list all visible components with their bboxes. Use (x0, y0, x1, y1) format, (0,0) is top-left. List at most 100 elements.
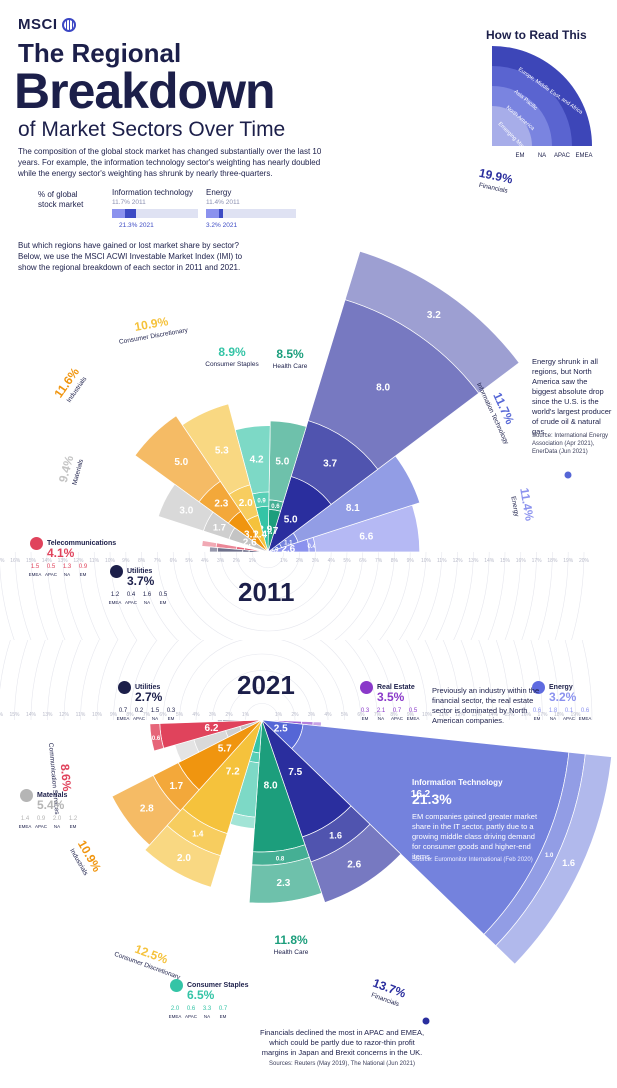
grid-ring (179, 640, 345, 721)
discretionary-2011-total: 10.9% (133, 314, 169, 334)
energy-2021-value-0: 0.6 (533, 708, 542, 714)
radial-tick-label: 14% (488, 712, 499, 718)
materials-2021-name: Materials (37, 792, 67, 799)
grid-ring (251, 551, 285, 569)
legend-it-track (112, 209, 198, 218)
radial-tick-label: 4% (201, 558, 209, 564)
radial-tick-label: 13% (471, 712, 482, 718)
radial-tick-label: 7% (154, 558, 162, 564)
legend-energy-track (206, 209, 296, 218)
value-label-information-technology-0: 0.9 (270, 548, 279, 554)
radial-tick-label: 1% (275, 712, 283, 718)
energy-2021-total: 3.2% (549, 690, 577, 704)
value-label-industrials-0: 3.1 (244, 529, 258, 540)
radial-tick-label: 9% (407, 712, 415, 718)
segment-telecommunications-3 (201, 540, 218, 548)
segment-utilities-3 (217, 719, 223, 722)
legend-energy-bar-2021 (219, 209, 223, 218)
value-label-financials-0: 7.5 (288, 767, 302, 778)
financials-2021-note-dot (422, 1017, 430, 1025)
htr-axis-na: NA (538, 153, 546, 159)
segment-information-technology-3 (495, 753, 612, 965)
value-label-consumer-staples-2: 4.2 (250, 454, 264, 465)
value-label-materials-0: 2.6 (243, 538, 257, 549)
radial-tick-label: 9% (110, 712, 118, 718)
real-estate-2021-icon (360, 681, 373, 694)
energy-2021-value-3: 0.6 (581, 708, 590, 714)
radial-tick-label: 15% (500, 558, 511, 564)
legend-energy-label: Energy (206, 188, 232, 197)
radial-tick-label: 4% (328, 558, 336, 564)
grid-ring (162, 640, 362, 721)
value-label-financials-0: 5.0 (284, 515, 298, 526)
legend-axis-label: % of global stock market (38, 190, 83, 210)
intro-text: The composition of the global stock mark… (18, 147, 322, 178)
utilities-2011-total: 3.7% (127, 574, 155, 588)
segment-health-care-2 (248, 856, 323, 904)
financials-2021-note: Financials declined the most in APAC and… (259, 1028, 425, 1057)
radial-tick-label: 9% (122, 558, 130, 564)
radial-tick-label: 17% (537, 712, 548, 718)
value-label-information-technology-3: 1.6 (562, 858, 575, 868)
radial-tick-label: 18% (547, 558, 558, 564)
segment-communication-services-1 (149, 723, 165, 752)
radial-tick-label: 5% (341, 712, 349, 718)
value-label-industrials-0: 5.7 (218, 744, 232, 755)
value-label-energy-0: 2.6 (281, 544, 295, 555)
staples-2011-name: Consumer Staples (205, 361, 259, 368)
utilities-2021-value-3: 0.3 (167, 708, 176, 714)
real-estate-2021-value-1: 2.1 (377, 708, 386, 714)
staples-2021-total: 6.5% (187, 988, 215, 1002)
value-label-financials-2: 2.6 (347, 860, 361, 871)
radial-tick-label: 5% (176, 712, 184, 718)
energy-2021-region-1: NA (550, 716, 556, 721)
brand-name: MSCI (18, 16, 58, 33)
materials-2021-region-2: NA (54, 824, 60, 829)
legend-it-label: Information technology (112, 188, 193, 197)
materials-2021-region-0: EMEA (19, 824, 32, 829)
radial-tick-label: 12% (453, 558, 464, 564)
how-to-read-title: How to Read This (486, 28, 587, 42)
radial-tick-label: 12% (59, 712, 70, 718)
radial-tick-label: 3% (308, 712, 316, 718)
telecom-2011-name: Telecommunications (47, 540, 116, 547)
radial-tick-label: 5% (343, 558, 351, 564)
legend-energy-2011: 11.4% 2011 (206, 199, 240, 206)
value-label-information-technology-2: 1.0 (545, 853, 554, 859)
grid-ring (146, 640, 378, 721)
utilities-2011-icon (110, 565, 123, 578)
utilities-2021-region-0: EMEA (117, 716, 130, 721)
year-2011-label: 2011 (238, 577, 295, 607)
communication-2021-total: 8.6% (58, 763, 74, 792)
value-label-industrials-2: 5.0 (174, 457, 188, 468)
staples-2021-value-1: 0.6 (187, 1006, 196, 1012)
energy-2021-icon (532, 681, 545, 694)
telecom-2011-value-3: 0.9 (79, 564, 88, 570)
htr-axis-emea: EMEA (575, 153, 592, 159)
legend-it-bar-2021 (125, 209, 136, 218)
utilities-2021-icon (118, 681, 131, 694)
radial-tick-label: 20% (579, 558, 590, 564)
energy-2011-total: 11.4% (517, 487, 537, 523)
energy-2021-region-0: EM (534, 716, 541, 721)
telecom-2011-total: 4.1% (47, 546, 75, 560)
radial-tick-label: 12% (73, 558, 84, 564)
grid-ring (141, 551, 395, 640)
radial-tick-label: 2% (296, 558, 304, 564)
segment-financials-2 (310, 823, 402, 903)
grid-ring (113, 640, 411, 721)
staples-2021-value-2: 3.3 (203, 1006, 212, 1012)
radial-tick-label: 15% (9, 712, 20, 718)
real-estate-2021-total: 3.5% (377, 690, 405, 704)
radial-tick-label: 11% (439, 712, 449, 718)
telecom-2011-icon (30, 537, 43, 550)
radial-tick-label: 7% (374, 712, 382, 718)
segment-utilities-1 (242, 549, 250, 553)
radial-tick-label: 8% (138, 558, 146, 564)
telecom-2011-region-0: EMEA (29, 572, 42, 577)
staples-2021-region-0: EMEA (169, 1014, 182, 1019)
radial-tick-label: 17% (532, 558, 543, 564)
grid-ring (93, 551, 443, 640)
value-label-energy-2: 6.6 (359, 531, 373, 542)
energy-2021-region-3: EMEA (579, 716, 592, 721)
